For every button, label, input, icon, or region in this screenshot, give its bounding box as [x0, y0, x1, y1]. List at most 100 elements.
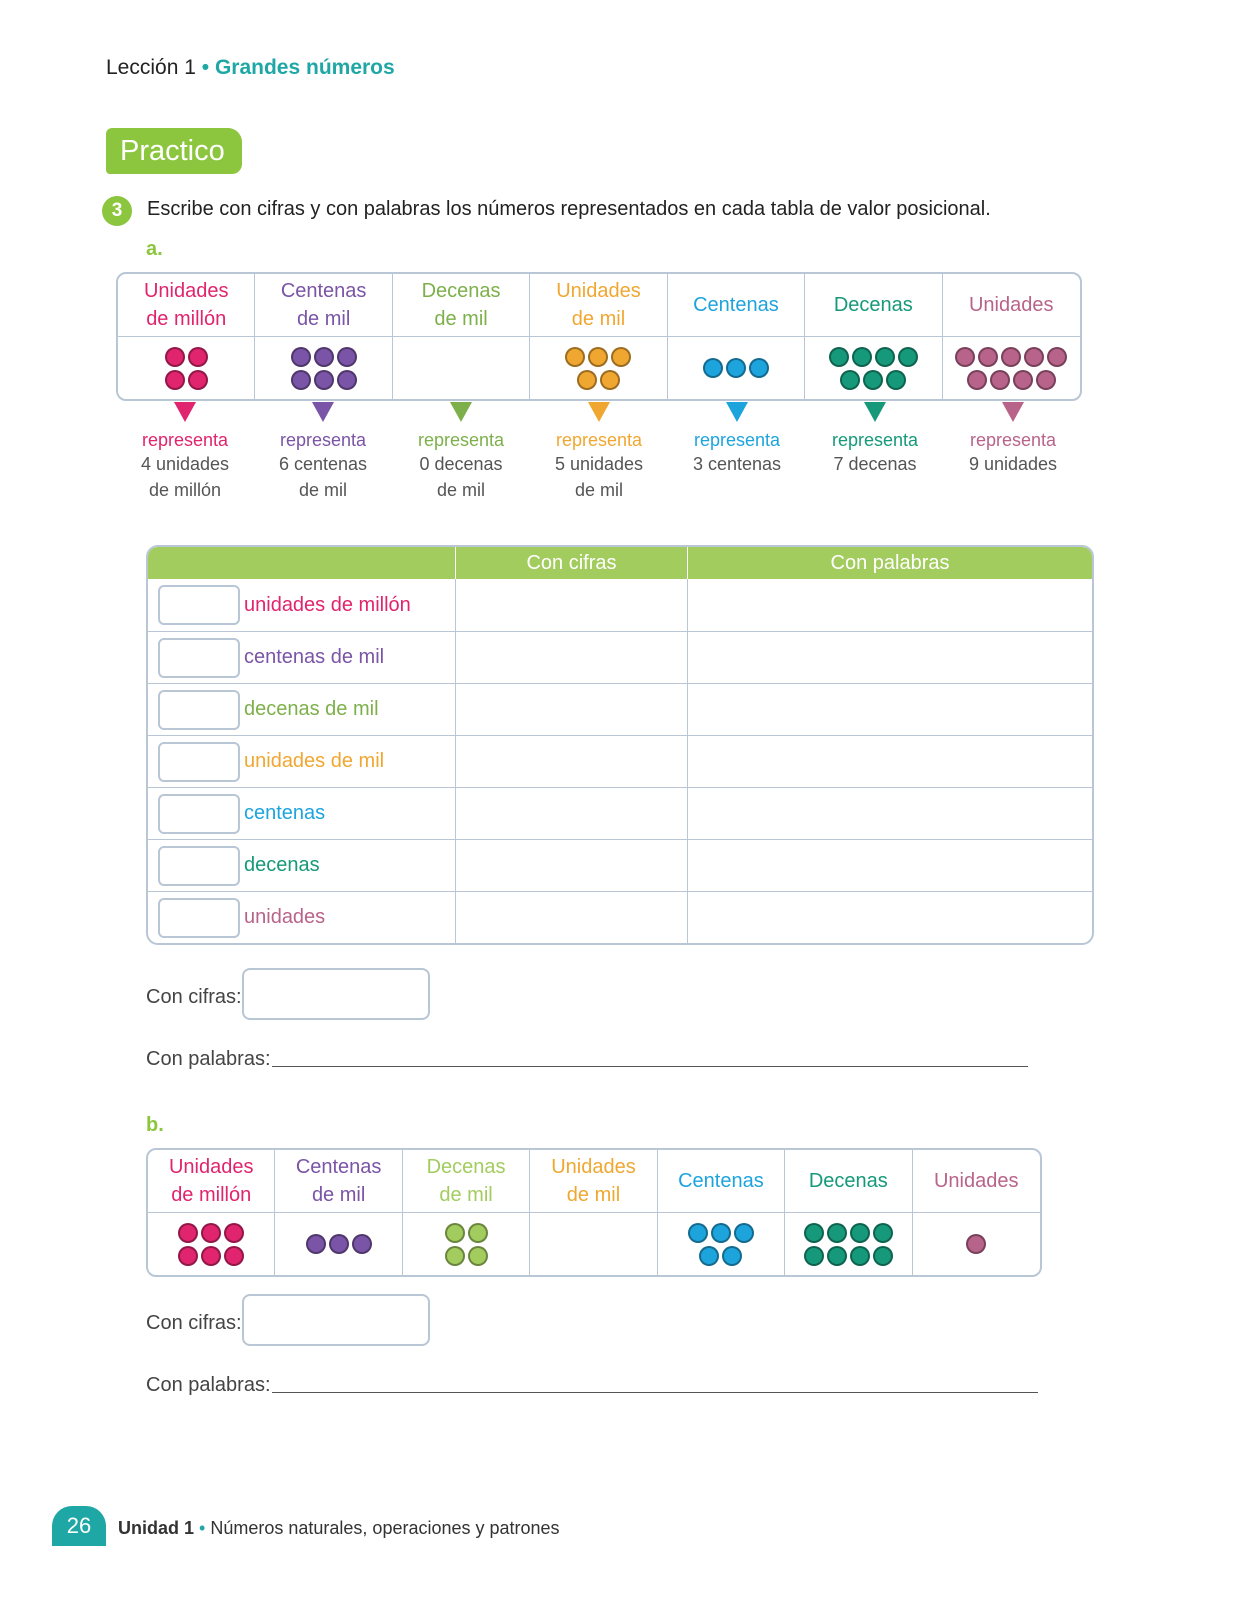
- bead: [966, 1234, 987, 1254]
- bead: [576, 369, 597, 390]
- represent-label: representa: [693, 430, 781, 450]
- column-header-line1: Decenas: [421, 280, 501, 302]
- count-input-box[interactable]: [158, 793, 240, 834]
- column-header: Centenas de mil: [255, 274, 393, 336]
- column-header-line2: de millón: [146, 308, 227, 330]
- table-row: centenas de mil: [148, 631, 1092, 683]
- column-header: Unidades de millón: [148, 1150, 276, 1212]
- column-header-line1: Decenas: [808, 1170, 888, 1192]
- table-row: decenas: [148, 839, 1092, 891]
- footer-unit: Unidad 1: [118, 1518, 195, 1538]
- con-palabras-cell[interactable]: [688, 579, 1092, 631]
- bead: [828, 346, 849, 367]
- represent-desc: de millón: [148, 480, 222, 500]
- footer-text: Unidad 1 • Números naturales, operacione…: [118, 1518, 560, 1539]
- con-palabras-cell[interactable]: [688, 632, 1092, 683]
- represent-label: representa: [279, 430, 367, 450]
- question-instruction: Escribe con cifras y con palabras los nú…: [147, 198, 991, 220]
- row-label-cell: unidades de mil: [148, 736, 456, 787]
- bead: [313, 369, 334, 390]
- represent-label: representa: [831, 430, 919, 450]
- bead: [467, 1245, 488, 1266]
- con-cifras-cell[interactable]: [456, 632, 688, 683]
- bead: [955, 346, 976, 367]
- bead: [611, 346, 632, 367]
- bead: [313, 346, 334, 367]
- con-cifras-cell[interactable]: [456, 579, 688, 631]
- con-palabras-line-a[interactable]: [272, 1066, 1028, 1067]
- bead: [290, 369, 311, 390]
- bead: [351, 1234, 372, 1254]
- part-a-label: a.: [146, 238, 163, 260]
- bead: [966, 369, 987, 390]
- represent-item: representa 6 centenas de mil: [254, 402, 392, 503]
- con-cifras-cell[interactable]: [456, 840, 688, 891]
- bead: [1035, 369, 1056, 390]
- con-cifras-box-a[interactable]: [242, 968, 430, 1020]
- con-cifras-cell[interactable]: [456, 684, 688, 735]
- bead: [803, 1222, 824, 1243]
- column-header: Decenas de mil: [393, 274, 531, 336]
- con-palabras-label-a: Con palabras:: [146, 1048, 271, 1070]
- represent-desc: 4 unidades: [140, 454, 230, 474]
- count-input-box[interactable]: [158, 845, 240, 886]
- row-label-cell: decenas de mil: [148, 684, 456, 735]
- row-label: unidades de millón: [244, 593, 411, 616]
- bead: [886, 369, 907, 390]
- footer-topic: Números naturales, operaciones y patrone…: [210, 1518, 560, 1538]
- con-palabras-cell[interactable]: [688, 736, 1092, 787]
- con-cifras-cell[interactable]: [456, 892, 688, 943]
- represent-label: representa: [417, 430, 505, 450]
- represent-desc: de mil: [298, 480, 347, 500]
- count-input-box[interactable]: [158, 897, 240, 938]
- bead-cell: [668, 337, 806, 399]
- arrow-down-icon: [450, 402, 472, 422]
- bead: [851, 346, 872, 367]
- bead: [336, 369, 357, 390]
- column-header: Unidades: [943, 274, 1080, 336]
- represent-label: representa: [141, 430, 229, 450]
- con-palabras-cell[interactable]: [688, 788, 1092, 839]
- table-row: decenas de mil: [148, 683, 1092, 735]
- bead: [733, 1222, 754, 1243]
- con-palabras-cell[interactable]: [688, 892, 1092, 943]
- row-label: unidades: [244, 906, 326, 928]
- con-cifras-cell[interactable]: [456, 736, 688, 787]
- column-header-line1: Centenas: [678, 1170, 764, 1192]
- con-cifras-box-b[interactable]: [242, 1294, 430, 1346]
- lesson-title: Grandes números: [214, 56, 395, 79]
- represent-desc: 7 decenas: [833, 454, 917, 474]
- bead: [336, 346, 357, 367]
- lesson-separator: •: [201, 56, 210, 79]
- row-label-cell: unidades: [148, 892, 456, 943]
- bead: [840, 369, 861, 390]
- represent-item: representa 7 decenas: [806, 402, 944, 503]
- table-row: centenas: [148, 787, 1092, 839]
- bead: [328, 1234, 349, 1254]
- con-palabras-line-b[interactable]: [272, 1392, 1038, 1393]
- bead-cell: [530, 1213, 658, 1275]
- column-header: Unidades de millón: [118, 274, 256, 336]
- count-input-box[interactable]: [158, 637, 240, 678]
- represent-desc: 5 unidades: [554, 454, 644, 474]
- count-input-box[interactable]: [158, 689, 240, 730]
- con-palabras-cell[interactable]: [688, 840, 1092, 891]
- table-row: unidades de mil: [148, 735, 1092, 787]
- bead: [599, 369, 620, 390]
- bead: [224, 1222, 245, 1243]
- bead-cell: [805, 337, 943, 399]
- bead: [849, 1245, 870, 1266]
- row-label: decenas: [244, 854, 320, 876]
- header-con-palabras: Con palabras: [830, 551, 950, 574]
- column-header-line2: de mil: [439, 1184, 493, 1206]
- count-input-box[interactable]: [158, 585, 240, 625]
- table-row: unidades de millón: [148, 579, 1092, 631]
- row-label-cell: unidades de millón: [148, 579, 456, 631]
- arrow-down-icon: [1002, 402, 1024, 422]
- represent-item: representa 4 unidades de millón: [116, 402, 254, 503]
- count-input-box[interactable]: [158, 741, 240, 782]
- con-cifras-cell[interactable]: [456, 788, 688, 839]
- con-palabras-cell[interactable]: [688, 684, 1092, 735]
- bead: [290, 346, 311, 367]
- bead: [874, 346, 895, 367]
